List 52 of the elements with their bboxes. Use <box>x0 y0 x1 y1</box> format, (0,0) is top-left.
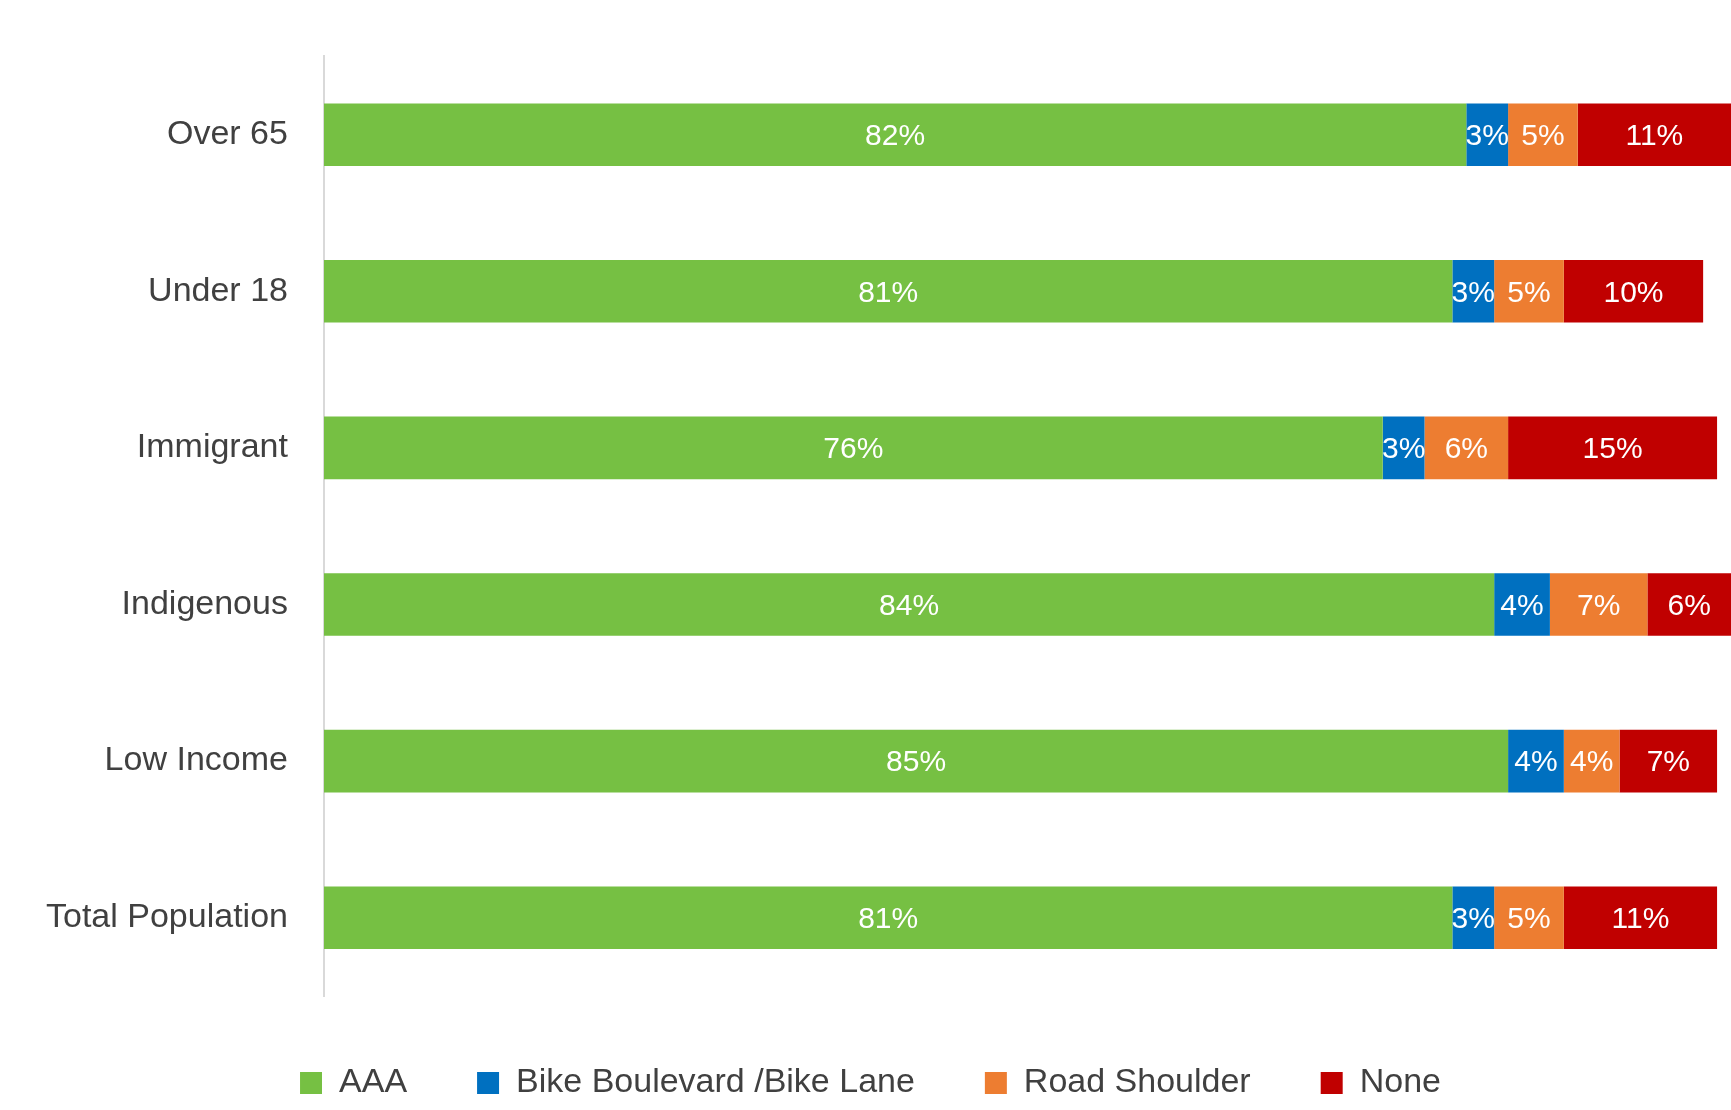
data-label: 6% <box>1667 587 1711 621</box>
legend-label: Bike Boulevard /Bike Lane <box>516 1061 915 1100</box>
data-label: 3% <box>1465 117 1509 151</box>
data-label: 76% <box>823 431 884 465</box>
data-label: 5% <box>1507 274 1551 308</box>
y-tick-label: Under 18 <box>148 269 288 308</box>
data-label: 85% <box>886 744 947 778</box>
bar <box>1494 259 1564 323</box>
bar <box>1494 573 1550 636</box>
data-label: 3% <box>1451 900 1495 934</box>
bar <box>1563 886 1718 950</box>
y-tick-label: Immigrant <box>136 426 289 465</box>
legend-label: AAA <box>339 1061 408 1100</box>
data-label: 10% <box>1603 274 1664 308</box>
bar <box>323 416 1383 480</box>
bar <box>1577 103 1731 167</box>
bar <box>1563 259 1704 323</box>
y-tick-label: Total Population <box>46 896 288 935</box>
data-label: 3% <box>1451 274 1495 308</box>
y-tick-label: Low Income <box>104 739 288 778</box>
bar <box>1549 573 1648 636</box>
bar <box>323 259 1453 323</box>
data-label: 81% <box>858 900 919 934</box>
data-label: 4% <box>1514 744 1558 778</box>
data-label: 15% <box>1582 431 1643 465</box>
data-label: 81% <box>858 274 919 308</box>
bar <box>1494 886 1564 950</box>
data-label: 5% <box>1521 117 1565 151</box>
bar <box>1508 103 1578 167</box>
bar <box>323 573 1495 636</box>
data-label: 4% <box>1500 587 1544 621</box>
data-label: 11% <box>1625 117 1684 151</box>
bar <box>323 729 1509 793</box>
data-label: 6% <box>1444 431 1488 465</box>
bar <box>323 886 1453 950</box>
legend-label: Road Shoulder <box>1023 1061 1251 1100</box>
bar <box>1424 416 1509 480</box>
legend-label: None <box>1359 1061 1441 1100</box>
data-label: 3% <box>1381 431 1426 465</box>
bar <box>1508 416 1718 480</box>
y-tick-label: Indigenous <box>121 582 288 621</box>
data-label: 82% <box>865 117 926 151</box>
data-label: 84% <box>879 587 940 621</box>
data-label: 7% <box>1576 587 1621 621</box>
data-label: 5% <box>1507 900 1551 934</box>
y-tick-label: Over 65 <box>167 113 288 152</box>
data-label: 11% <box>1611 900 1670 934</box>
bar <box>1619 729 1718 793</box>
bar <box>1647 573 1731 636</box>
data-label: 4% <box>1570 744 1614 778</box>
bar <box>323 103 1467 167</box>
data-label: 7% <box>1646 744 1690 778</box>
